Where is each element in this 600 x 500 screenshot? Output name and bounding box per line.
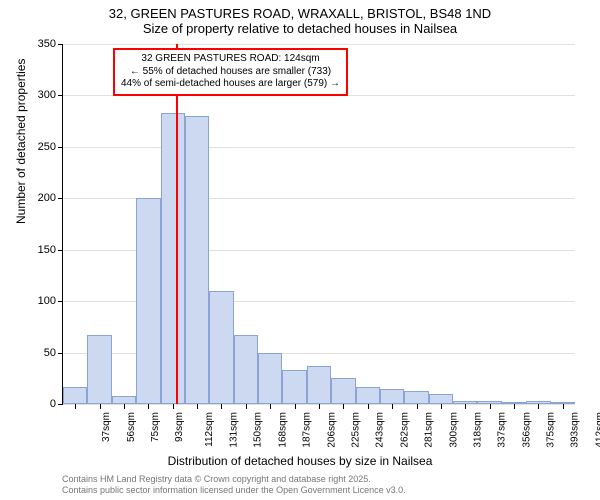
x-tick-mark [173, 404, 174, 409]
x-tick-mark [75, 404, 76, 409]
x-tick-mark [563, 404, 564, 409]
histogram-bar [380, 389, 404, 404]
histogram-bar [282, 370, 306, 404]
histogram-bar [429, 394, 453, 404]
x-tick-label: 243sqm [375, 412, 386, 448]
x-tick-mark [246, 404, 247, 409]
x-tick-mark [319, 404, 320, 409]
x-tick-label: 356sqm [521, 412, 532, 448]
x-tick-mark [270, 404, 271, 409]
x-tick-mark [417, 404, 418, 409]
x-tick-label: 318sqm [472, 412, 483, 448]
x-tick-mark [538, 404, 539, 409]
gridline [63, 147, 575, 148]
chart-container: 32, GREEN PASTURES ROAD, WRAXALL, BRISTO… [0, 0, 600, 500]
x-tick-mark [197, 404, 198, 409]
y-tick-label: 50 [44, 347, 56, 359]
x-tick-mark [368, 404, 369, 409]
marker-line [176, 44, 178, 404]
x-axis-label: Distribution of detached houses by size … [0, 454, 600, 468]
histogram-bar [63, 387, 87, 404]
histogram-bar [185, 116, 209, 404]
histogram-bar [234, 335, 258, 404]
y-tick-mark [58, 198, 63, 199]
y-tick-label: 250 [38, 141, 56, 153]
gridline [63, 95, 575, 96]
footer-line1: Contains HM Land Registry data © Crown c… [62, 474, 406, 485]
histogram-bar [258, 353, 282, 404]
x-tick-label: 131sqm [229, 412, 240, 448]
x-tick-label: 393sqm [570, 412, 581, 448]
y-tick-label: 200 [38, 192, 56, 204]
x-tick-label: 75sqm [150, 412, 161, 442]
x-tick-label: 37sqm [101, 412, 112, 442]
chart-title-line2: Size of property relative to detached ho… [0, 21, 600, 40]
plot-area: 32 GREEN PASTURES ROAD: 124sqm ← 55% of … [62, 44, 575, 405]
histogram-bar [87, 335, 111, 404]
x-tick-label: 375sqm [546, 412, 557, 448]
histogram-bar [161, 113, 185, 404]
x-tick-mark [343, 404, 344, 409]
gridline [63, 44, 575, 45]
footer-text: Contains HM Land Registry data © Crown c… [62, 474, 406, 496]
x-tick-label: 93sqm [174, 412, 185, 442]
x-tick-label: 412sqm [594, 412, 600, 448]
histogram-bar [356, 387, 380, 404]
x-tick-label: 262sqm [399, 412, 410, 448]
y-axis-label: Number of detached properties [14, 59, 28, 224]
histogram-bar [136, 198, 160, 404]
x-tick-label: 168sqm [277, 412, 288, 448]
x-tick-mark [295, 404, 296, 409]
y-tick-label: 0 [50, 398, 56, 410]
y-tick-mark [58, 250, 63, 251]
x-tick-label: 337sqm [497, 412, 508, 448]
x-tick-label: 56sqm [126, 412, 137, 442]
x-tick-label: 112sqm [204, 412, 215, 447]
y-tick-mark [58, 147, 63, 148]
y-tick-label: 350 [38, 38, 56, 50]
x-tick-mark [441, 404, 442, 409]
x-tick-mark [148, 404, 149, 409]
histogram-bar [307, 366, 331, 404]
y-tick-mark [58, 404, 63, 405]
footer-line2: Contains public sector information licen… [62, 485, 406, 496]
annotation-line2: ← 55% of detached houses are smaller (73… [121, 66, 340, 79]
annotation-line3: 44% of semi-detached houses are larger (… [121, 78, 340, 91]
x-tick-label: 150sqm [253, 412, 264, 448]
x-tick-mark [124, 404, 125, 409]
y-tick-mark [58, 353, 63, 354]
y-tick-label: 100 [38, 295, 56, 307]
x-tick-mark [490, 404, 491, 409]
histogram-bar [404, 391, 428, 404]
histogram-bar [112, 396, 136, 404]
histogram-bar [209, 291, 233, 404]
x-tick-mark [465, 404, 466, 409]
annotation-line1: 32 GREEN PASTURES ROAD: 124sqm [121, 53, 340, 66]
marker-annotation: 32 GREEN PASTURES ROAD: 124sqm ← 55% of … [113, 48, 348, 96]
x-tick-label: 300sqm [448, 412, 459, 448]
histogram-bar [331, 378, 355, 404]
y-tick-mark [58, 44, 63, 45]
x-tick-mark [221, 404, 222, 409]
x-tick-mark [392, 404, 393, 409]
y-tick-mark [58, 301, 63, 302]
chart-title-line1: 32, GREEN PASTURES ROAD, WRAXALL, BRISTO… [0, 0, 600, 21]
x-tick-label: 206sqm [326, 412, 337, 448]
x-tick-label: 281sqm [424, 412, 435, 448]
x-tick-label: 225sqm [351, 412, 362, 448]
x-tick-label: 187sqm [302, 412, 313, 448]
y-tick-label: 150 [38, 244, 56, 256]
x-tick-mark [100, 404, 101, 409]
y-tick-label: 300 [38, 89, 56, 101]
x-tick-mark [514, 404, 515, 409]
y-tick-mark [58, 95, 63, 96]
